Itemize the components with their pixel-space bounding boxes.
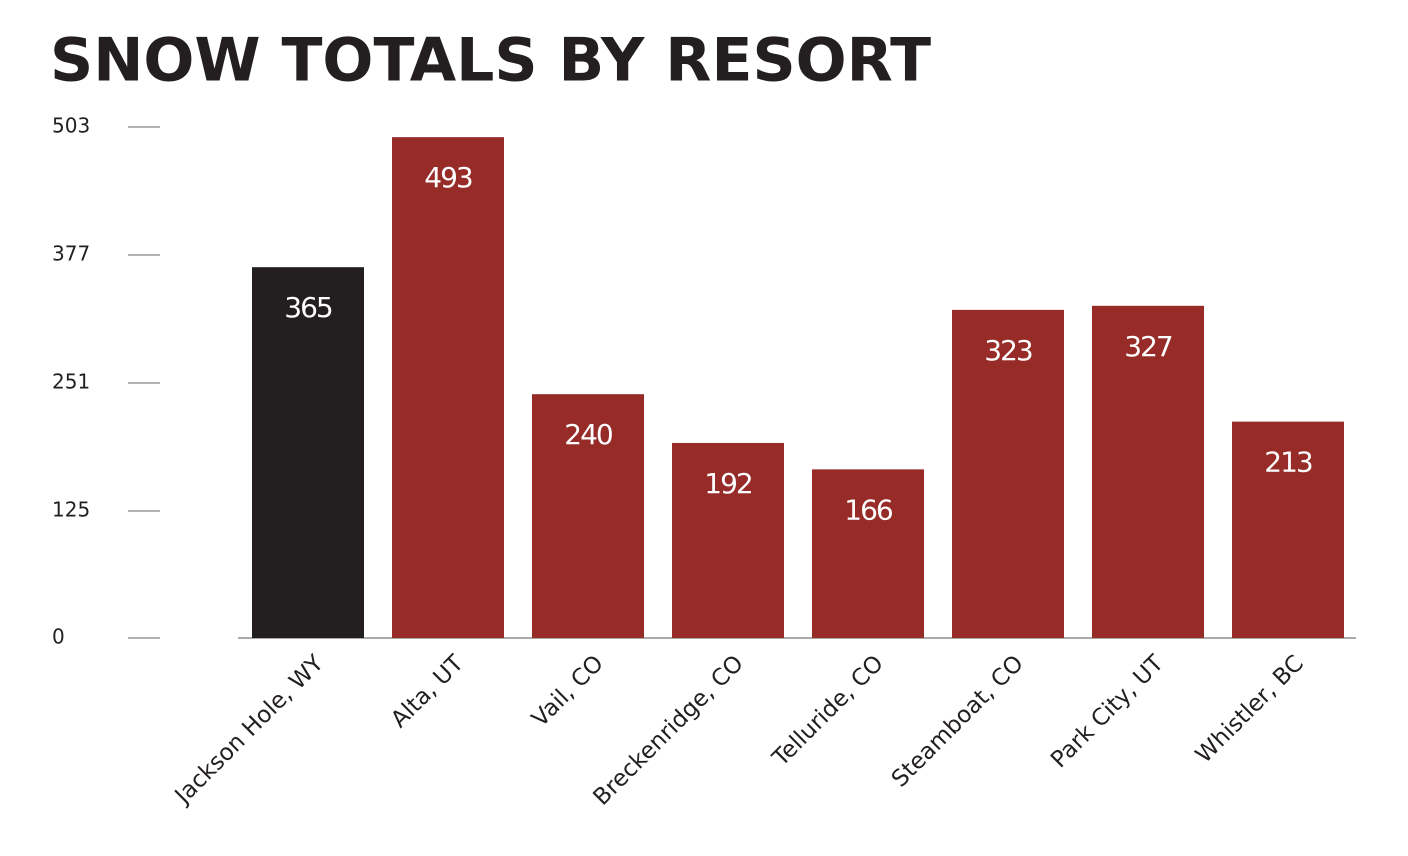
x-tick-label: Jackson Hole, WY — [169, 650, 330, 811]
y-tick-label: 377 — [52, 242, 90, 266]
x-tick-label: Alta, UT — [386, 650, 469, 733]
x-tick-label: Breckenridge, CO — [589, 650, 749, 810]
bar — [1092, 305, 1204, 638]
data-label: 166 — [844, 493, 893, 526]
bar — [392, 137, 504, 638]
bar — [812, 469, 924, 638]
data-label: 192 — [704, 467, 752, 500]
y-tick-label: 125 — [52, 498, 90, 522]
x-tick-label: Vail, CO — [527, 650, 609, 732]
x-tick-label: Whistler, BC — [1191, 650, 1309, 768]
data-label: 213 — [1264, 446, 1312, 479]
y-tick-label: 503 — [52, 114, 90, 138]
y-tick-label: 251 — [52, 370, 90, 394]
bar — [952, 309, 1064, 638]
x-tick-label: Park City, UT — [1046, 650, 1169, 773]
bar — [672, 442, 784, 638]
data-label: 493 — [424, 161, 472, 194]
data-label: 365 — [284, 291, 332, 324]
bar — [532, 394, 644, 638]
data-label: 327 — [1124, 330, 1172, 363]
data-label: 323 — [984, 334, 1032, 367]
chart-title: SNOW TOTALS BY RESORT — [50, 26, 931, 96]
data-label: 240 — [564, 418, 612, 451]
bar — [1232, 421, 1344, 638]
x-tick-label: Steamboat, CO — [887, 650, 1029, 792]
bar — [252, 267, 364, 638]
y-tick-label: 0 — [52, 625, 65, 649]
x-tick-label: Telluride, CO — [767, 650, 889, 772]
